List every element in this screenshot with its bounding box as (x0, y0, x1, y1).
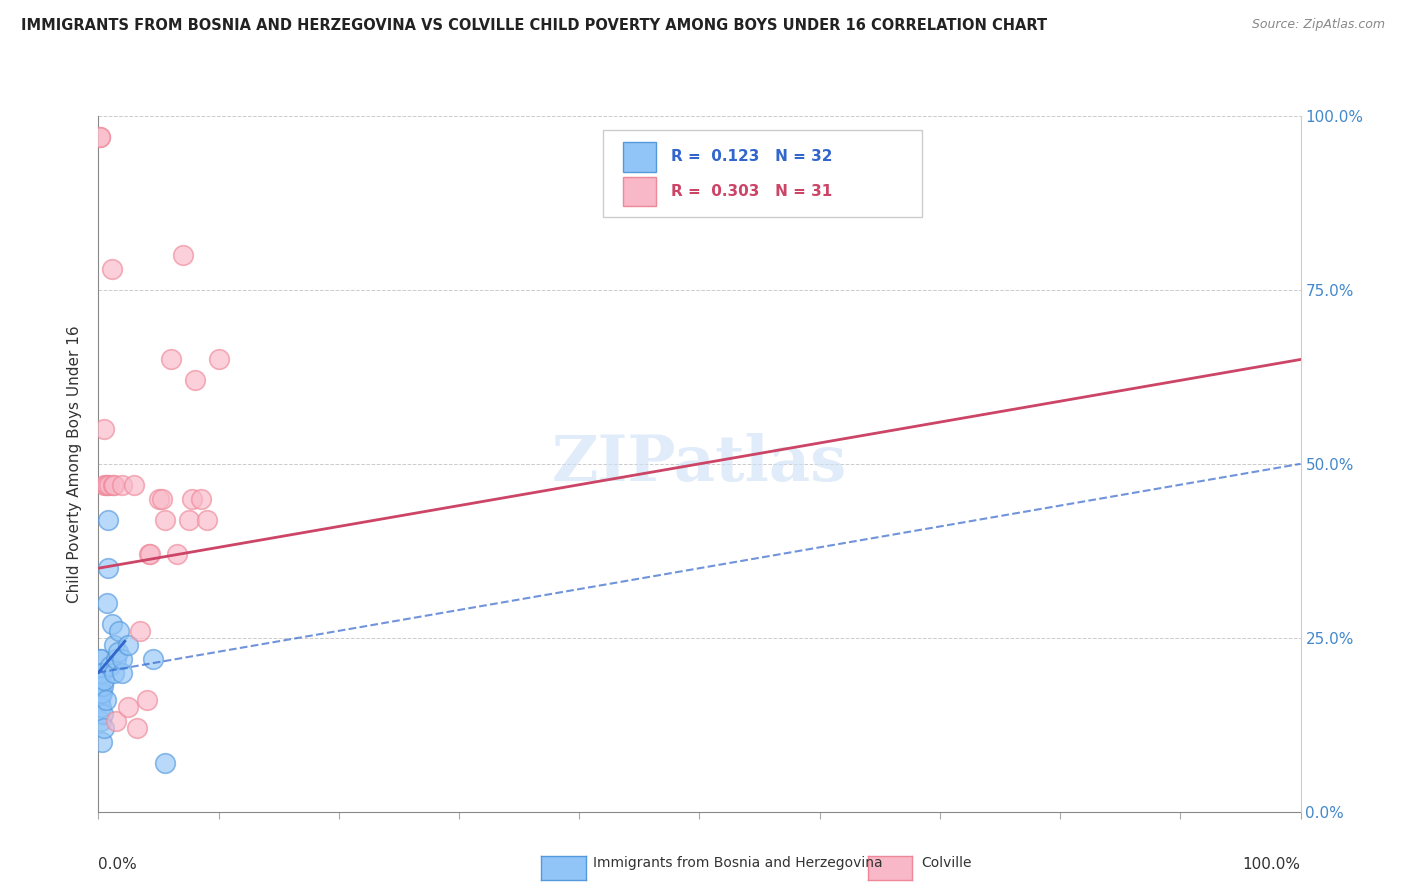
Point (103, 477, 125, 491)
Point (91, 680, 114, 694)
Point (105, 714, 128, 729)
Point (96, 596, 118, 610)
Point (190, 491, 212, 506)
Point (89, 129, 111, 144)
Text: IMMIGRANTS FROM BOSNIA AND HERZEGOVINA VS COLVILLE CHILD POVERTY AMONG BOYS UNDE: IMMIGRANTS FROM BOSNIA AND HERZEGOVINA V… (21, 18, 1047, 33)
Text: Immigrants from Bosnia and Herzegovina: Immigrants from Bosnia and Herzegovina (593, 855, 883, 870)
Point (94, 693, 117, 707)
Point (91, 665, 114, 680)
Text: ZIPatlas: ZIPatlas (553, 434, 846, 494)
Point (107, 645, 129, 659)
Point (93, 477, 115, 491)
Point (135, 693, 157, 707)
Point (183, 373, 205, 387)
Point (138, 547, 160, 561)
Point (96, 477, 118, 491)
Point (91, 686, 114, 700)
Point (90, 651, 112, 665)
Point (159, 352, 181, 367)
Point (90, 700, 112, 714)
Point (111, 651, 134, 665)
Point (89, 651, 111, 665)
Point (208, 352, 231, 367)
Point (100, 658, 122, 673)
Point (93, 673, 115, 687)
Point (97, 512, 120, 526)
Point (100, 262, 122, 277)
Point (100, 616, 122, 631)
Text: Source: ZipAtlas.com: Source: ZipAtlas.com (1251, 18, 1385, 31)
Text: 100.0%: 100.0% (1243, 857, 1301, 872)
Point (139, 547, 162, 561)
Point (93, 721, 115, 735)
Point (124, 477, 146, 491)
Y-axis label: Child Poverty Among Boys Under 16: Child Poverty Among Boys Under 16 (67, 325, 83, 603)
FancyBboxPatch shape (603, 130, 922, 217)
Point (97, 561, 120, 575)
Point (103, 638, 125, 652)
Point (89, 129, 111, 144)
Point (105, 651, 128, 665)
Point (91, 735, 114, 749)
Point (111, 665, 134, 680)
Point (89, 680, 111, 694)
Point (103, 665, 125, 680)
Point (181, 491, 204, 506)
Point (153, 756, 176, 770)
Point (91, 707, 114, 722)
Point (150, 491, 173, 506)
Point (90, 686, 112, 700)
Point (141, 651, 163, 665)
Bar (623, 178, 657, 206)
Point (111, 477, 134, 491)
Text: Colville: Colville (921, 855, 972, 870)
Point (89, 665, 111, 680)
Point (177, 512, 200, 526)
Point (90, 714, 112, 729)
Point (195, 512, 218, 526)
Point (101, 477, 124, 491)
Point (117, 638, 139, 652)
Text: R =  0.303   N = 31: R = 0.303 N = 31 (671, 184, 832, 199)
Point (94, 477, 117, 491)
Point (166, 547, 188, 561)
Text: 0.0%: 0.0% (98, 857, 138, 872)
Point (89, 693, 111, 707)
Point (117, 700, 139, 714)
Point (153, 512, 176, 526)
Point (90, 665, 112, 680)
Bar (623, 143, 657, 171)
Point (148, 491, 170, 506)
Point (108, 624, 131, 638)
Point (98, 477, 121, 491)
Text: R =  0.123   N = 32: R = 0.123 N = 32 (671, 149, 832, 164)
Point (125, 721, 148, 735)
Point (129, 624, 152, 638)
Point (172, 248, 194, 262)
Point (93, 422, 115, 436)
